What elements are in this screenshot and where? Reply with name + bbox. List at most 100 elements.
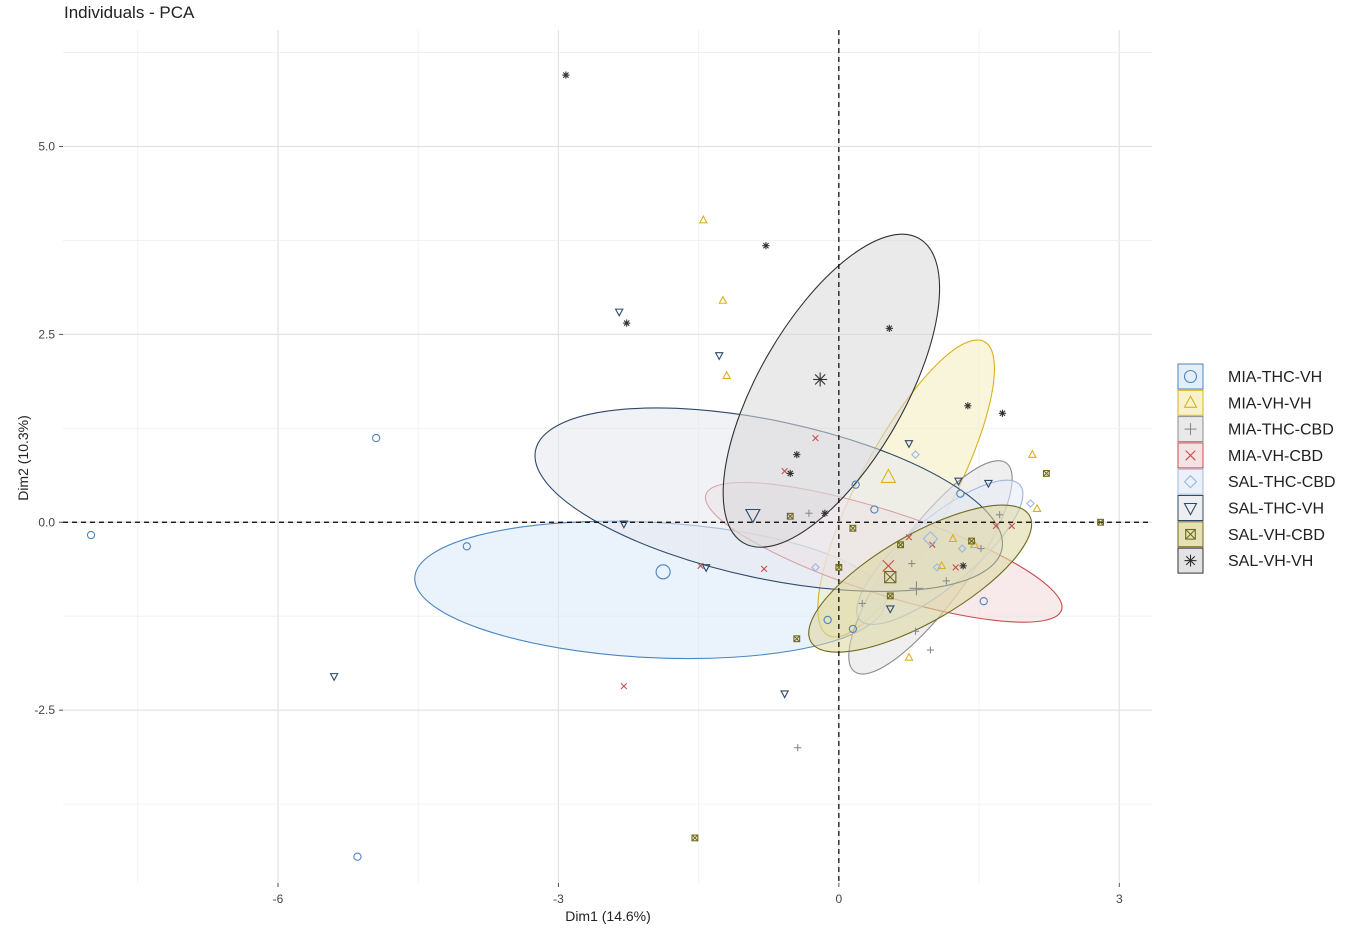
legend-label-sal-thc-vh: SAL-THC-VH [1228,501,1324,518]
point-mia-vh-cbd [1008,522,1016,530]
confidence-ellipse-sal-vh-vh [722,233,941,548]
x-tick-label: 0 [836,892,843,906]
point-mia-vh-cbd [992,522,1000,530]
point-mia-vh-vh [1027,449,1037,458]
point-sal-thc-vh [953,477,964,487]
point-mia-vh-vh [948,533,958,543]
point-mia-vh-vh [937,560,947,570]
legend-item-mia-thc-cbd: MIA-THC-CBD [1177,416,1334,443]
chart-title: Individuals - PCA [64,3,195,22]
point-mia-thc-cbd [977,544,985,553]
legend-marker-mia-thc-vh [1183,369,1198,384]
point-sal-vh-cbd [835,563,843,571]
point-sal-vh-vh [959,562,967,570]
point-sal-vh-cbd [1042,469,1050,477]
legend-item-mia-vh-cbd: MIA-VH-CBD [1177,442,1323,469]
point-sal-thc-vh [329,673,339,682]
point-mia-thc-cbd [911,627,920,635]
point-sal-thc-vh [614,308,624,317]
point-mia-thc-vh [848,624,858,634]
point-sal-vh-vh [793,451,801,459]
point-sal-thc-vh [904,440,914,449]
centroid-sal-vh-vh [813,372,828,387]
point-sal-thc-vh [701,564,711,573]
legend-item-sal-thc-vh: SAL-THC-VH [1177,495,1324,521]
point-mia-thc-vh [870,505,879,514]
centroid-mia-thc-cbd [909,581,924,596]
point-mia-thc-cbd [794,744,802,752]
legend-item-sal-vh-cbd: SAL-VH-CBD [1177,521,1325,548]
point-mia-vh-cbd [905,534,913,541]
x-tick-label: -3 [553,892,564,906]
point-sal-vh-vh [623,319,631,327]
centroid-mia-vh-cbd [882,559,895,572]
point-sal-vh-cbd [886,592,894,600]
confidence-ellipse-sal-vh-cbd [808,504,1033,653]
point-sal-thc-cbd [932,562,942,572]
legend-item-mia-thc-vh: MIA-THC-VH [1177,363,1322,390]
point-sal-vh-vh [998,409,1007,417]
confidence-ellipses [414,233,1063,675]
legend: MIA-THC-VH MIA-VH-VH MIA-THC-CBD MIA-VH-CBD… [1177,363,1336,574]
y-tick-label: -2.5 [34,703,55,717]
point-sal-thc-cbd [1026,499,1035,508]
point-mia-vh-cbd [760,565,768,573]
point-mia-vh-vh [698,215,708,224]
point-sal-thc-cbd [811,562,820,572]
point-sal-vh-cbd [968,537,976,545]
point-mia-thc-vh [823,615,832,625]
legend-marker-sal-thc-cbd [1183,474,1198,489]
point-sal-thc-vh [983,479,993,489]
legend-key-mia-vh-vh [1177,389,1204,416]
legend-item-mia-vh-vh: MIA-VH-VH [1177,389,1312,416]
legend-item-sal-vh-vh: SAL-VH-VH [1177,547,1313,574]
point-sal-vh-vh [786,469,794,478]
legend-marker-sal-vh-vh [1184,554,1197,567]
centroid-sal-thc-vh [744,508,761,524]
point-sal-vh-cbd [786,512,794,520]
point-sal-vh-cbd [691,834,699,842]
point-mia-thc-vh [462,542,471,551]
x-axis-title: Dim1 (14.6%) [565,908,651,924]
point-sal-vh-vh [562,71,570,79]
point-mia-vh-cbd [929,541,936,549]
point-sal-vh-vh [964,402,972,410]
point-mia-thc-vh [353,852,362,861]
centroid-sal-thc-cbd [922,531,939,547]
point-mia-thc-vh [86,530,96,540]
centroid-sal-vh-cbd [884,570,897,584]
centroid-mia-vh-vh [880,468,897,483]
legend-marker-mia-vh-cbd [1185,450,1196,461]
point-mia-vh-cbd [781,467,788,475]
point-mia-vh-cbd [697,562,704,570]
y-axis-title: Dim2 (10.3%) [15,415,31,501]
point-sal-thc-vh [885,605,895,614]
point-mia-thc-cbd [996,511,1004,519]
y-tick-label: 0.0 [38,515,55,529]
point-mia-thc-cbd [926,646,935,654]
y-tick-label: 5.0 [38,139,55,153]
centroid-mia-thc-vh [655,564,671,580]
point-sal-vh-cbd [849,524,857,532]
point-sal-vh-cbd [1097,518,1105,526]
legend-marker-mia-thc-cbd [1184,423,1197,436]
point-sal-thc-vh [619,520,629,529]
legend-label-sal-vh-cbd: SAL-VH-CBD [1228,527,1325,544]
point-sal-vh-cbd [897,541,904,549]
x-tick-label: -6 [273,892,284,906]
point-mia-thc-vh [851,480,860,489]
point-mia-thc-cbd [858,599,866,608]
point-sal-thc-vh [780,690,790,699]
legend-label-sal-vh-vh: SAL-VH-VH [1228,553,1313,570]
legend-item-sal-thc-cbd: SAL-THC-CBD [1177,468,1336,495]
legend-label-mia-vh-cbd: MIA-VH-CBD [1228,448,1323,465]
point-mia-thc-vh [956,489,965,498]
point-sal-thc-cbd [957,544,967,553]
point-mia-thc-cbd [908,559,916,568]
point-mia-vh-cbd [620,682,628,690]
point-mia-vh-cbd [952,564,959,571]
legend-marker-sal-vh-cbd [1185,528,1196,540]
point-mia-vh-vh [1032,503,1042,512]
point-mia-thc-vh [371,433,381,443]
